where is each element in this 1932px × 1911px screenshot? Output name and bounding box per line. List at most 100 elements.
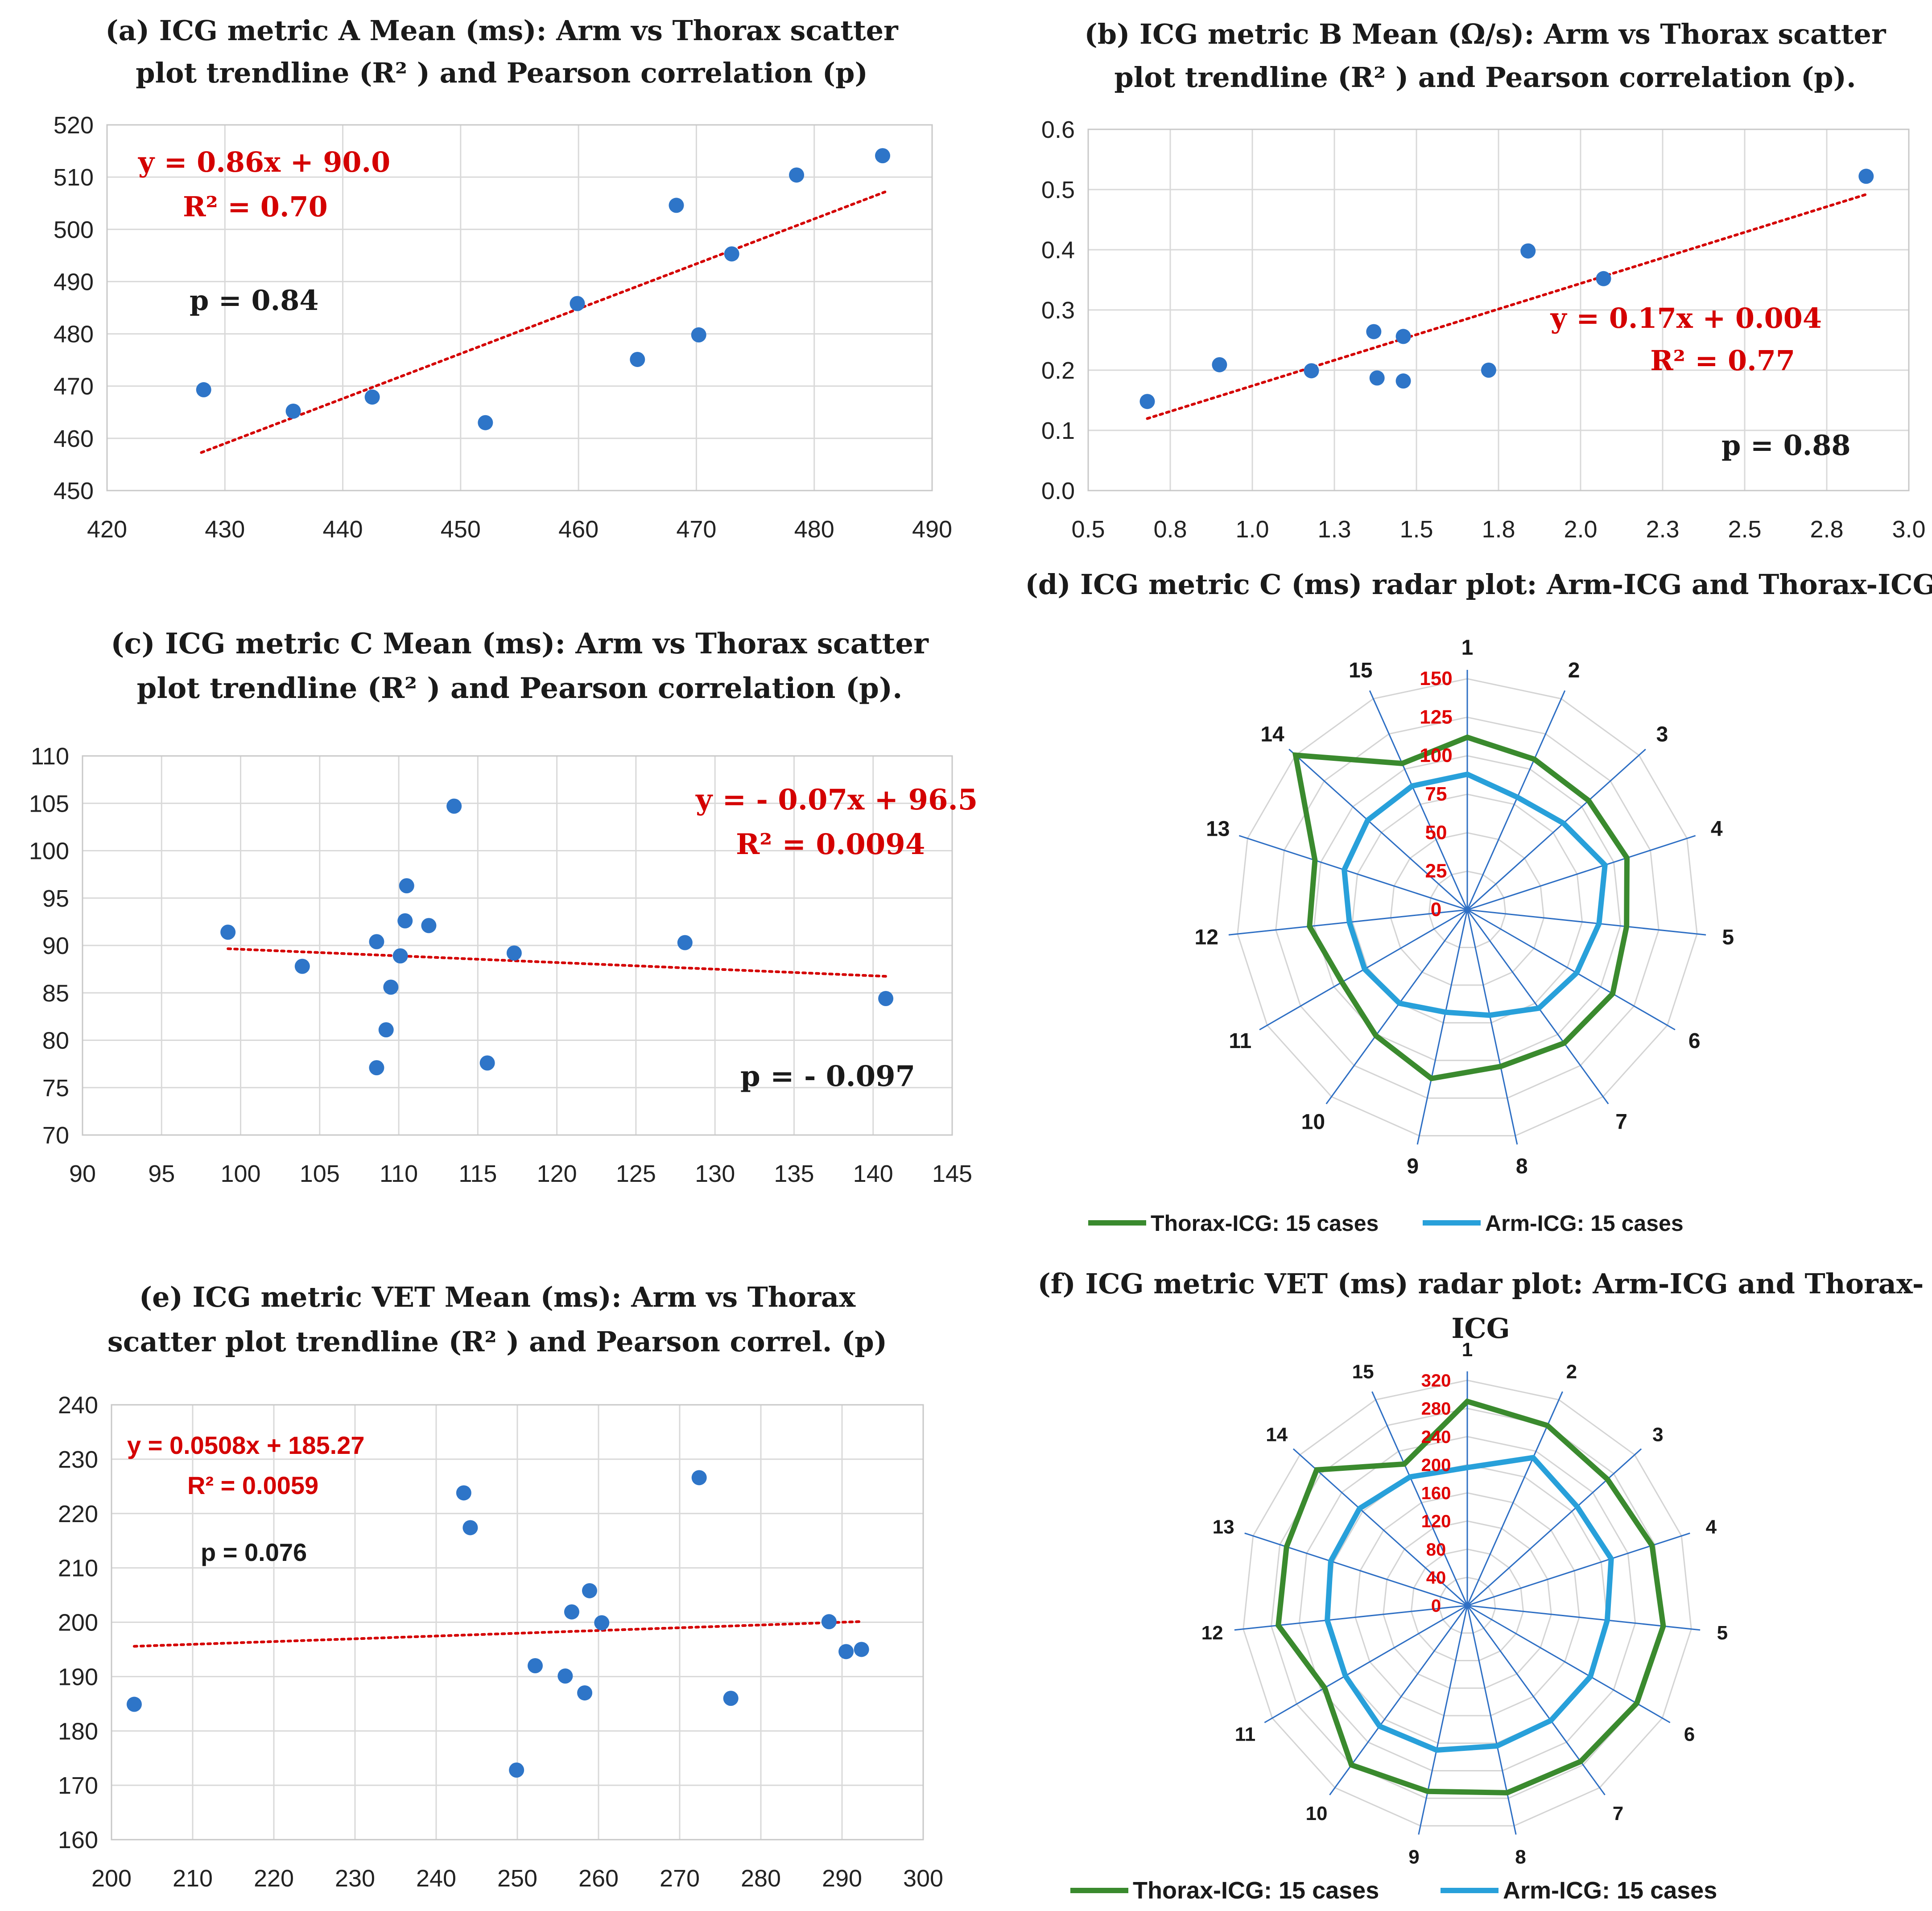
data-point (577, 1685, 593, 1701)
data-point (399, 878, 414, 894)
chart-e: (e) ICG metric VET Mean (ms): Arm vs Tho… (58, 1281, 943, 1892)
data-point (392, 948, 408, 964)
y-tick-label: 0.5 (1041, 177, 1075, 203)
radar-category-label: 1 (1462, 1339, 1473, 1361)
radar-category-label: 3 (1652, 1424, 1663, 1445)
plot-frame (111, 1404, 924, 1841)
radar-category-label: 14 (1260, 723, 1284, 747)
x-tick-label: 450 (441, 516, 481, 543)
radar-category-label: 8 (1516, 1155, 1528, 1178)
trendline (200, 190, 887, 454)
chart-c: (c) ICG metric C Mean (ms): Arm vs Thora… (29, 627, 978, 1187)
pearson-p-label: p = 0.88 (1721, 429, 1850, 462)
r-squared-label: R² = 0.0059 (187, 1471, 318, 1499)
radar-series-thorax (1292, 734, 1630, 1081)
data-point (1395, 329, 1411, 344)
chart-title-line: plot trendline (R² ) and Pearson correla… (136, 57, 868, 89)
radar-radial-tick: 240 (1421, 1427, 1451, 1447)
chart-title-line: (b) ICG metric B Mean (Ω/s): Arm vs Thor… (1084, 18, 1886, 50)
chart-title-line: (e) ICG metric VET Mean (ms): Arm vs Tho… (139, 1281, 856, 1313)
plot-frame (1087, 128, 1910, 491)
radar-radial-tick: 120 (1421, 1512, 1451, 1531)
radar-category-label: 11 (1235, 1724, 1256, 1746)
radar-spoke (1466, 1605, 1517, 1835)
x-tick-label: 1.3 (1317, 516, 1351, 543)
r-squared-label: R² = 0.77 (1650, 344, 1795, 377)
data-point (691, 327, 706, 343)
y-tick-label: 0.1 (1041, 417, 1075, 444)
radar-radial-tick: 280 (1421, 1399, 1451, 1419)
y-tick-label: 0.3 (1041, 297, 1075, 324)
data-point (1596, 271, 1611, 286)
chart-title-line: (f) ICG metric VET (ms) radar plot: Arm-… (1037, 1267, 1924, 1300)
x-tick-label: 460 (558, 516, 599, 543)
data-point (677, 935, 693, 950)
trend-equation: y = 0.0508x + 185.27 (127, 1431, 365, 1459)
radar-spoke (1244, 1532, 1468, 1606)
data-point (854, 1642, 869, 1657)
x-tick-label: 0.8 (1153, 516, 1187, 543)
data-point (1304, 363, 1319, 379)
radar-ring (1410, 1548, 1524, 1661)
y-tick-label: 510 (54, 164, 94, 191)
radar-radial-tick: 75 (1425, 783, 1447, 805)
data-point (126, 1696, 142, 1712)
x-tick-label: 440 (323, 516, 363, 543)
radar-radial-tick: 200 (1421, 1455, 1451, 1475)
radar-category-label: 10 (1301, 1110, 1325, 1134)
x-tick-label: 280 (741, 1865, 781, 1892)
data-point (789, 167, 805, 183)
radar-ring (1383, 1520, 1552, 1689)
radar-spoke (1467, 909, 1676, 1031)
radar-spoke (1416, 909, 1468, 1145)
data-point (462, 1520, 478, 1535)
x-tick-label: 1.8 (1482, 516, 1515, 543)
radar-category-label: 5 (1717, 1622, 1728, 1644)
x-tick-label: 105 (300, 1160, 340, 1187)
y-tick-label: 0.0 (1041, 478, 1075, 504)
radar-ring (1298, 1436, 1636, 1771)
radar-category-label: 4 (1711, 817, 1723, 841)
radar-ring (1354, 1492, 1580, 1717)
y-tick-label: 160 (58, 1827, 98, 1853)
x-tick-label: 130 (695, 1160, 735, 1187)
plot-frame (82, 755, 953, 1136)
x-tick-label: 90 (69, 1160, 96, 1187)
x-tick-label: 480 (794, 516, 834, 543)
y-tick-label: 220 (58, 1501, 98, 1527)
x-tick-label: 3.0 (1892, 516, 1925, 543)
radar-ring (1428, 871, 1507, 948)
radar-radial-tick: 320 (1421, 1371, 1451, 1391)
radar-ring (1351, 793, 1583, 1024)
x-tick-label: 2.5 (1728, 516, 1761, 543)
data-point (478, 415, 493, 430)
radar-category-label: 13 (1206, 817, 1230, 841)
data-point (446, 798, 462, 814)
data-point (1369, 370, 1385, 386)
y-tick-label: 520 (54, 112, 94, 139)
radar-spoke (1467, 835, 1696, 911)
x-tick-label: 2.8 (1810, 516, 1843, 543)
chart-title-line: scatter plot trendline (R² ) and Pearson… (107, 1325, 887, 1358)
x-tick-label: 250 (497, 1865, 537, 1892)
radar-radial-tick: 160 (1421, 1484, 1451, 1503)
x-tick-label: 470 (676, 516, 716, 543)
radar-spoke (1371, 1391, 1468, 1606)
pearson-p-label: p = - 0.097 (740, 1060, 915, 1093)
data-point (723, 1691, 739, 1706)
pearson-p-label: p = 0.076 (201, 1538, 307, 1566)
x-tick-label: 140 (853, 1160, 893, 1187)
data-point (564, 1604, 579, 1620)
radar-radial-tick: 25 (1425, 860, 1447, 882)
radar-spoke (1466, 690, 1566, 910)
trend-equation: y = - 0.07x + 96.5 (695, 783, 978, 817)
radar-category-label: 7 (1615, 1110, 1627, 1134)
trend-equation: y = 0.86x + 90.0 (138, 146, 390, 178)
radar-category-label: 15 (1352, 1361, 1374, 1383)
radar-category-label: 12 (1195, 925, 1218, 949)
x-tick-label: 115 (458, 1160, 497, 1187)
radar-radial-tick: 40 (1426, 1568, 1446, 1588)
data-point (196, 382, 211, 397)
y-tick-label: 200 (58, 1610, 98, 1636)
y-tick-label: 480 (54, 321, 94, 348)
